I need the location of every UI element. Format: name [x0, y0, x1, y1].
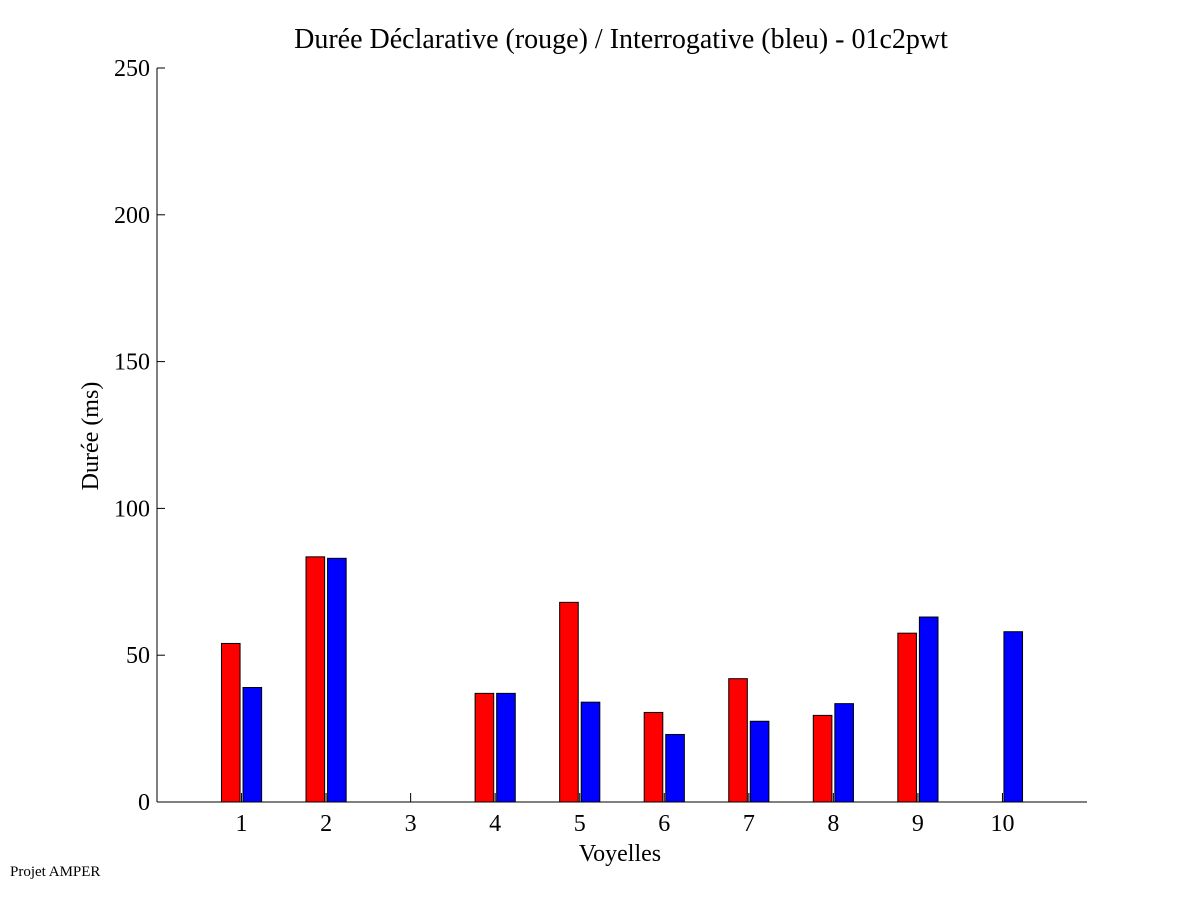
x-tick-label: 2 — [320, 811, 332, 837]
footer-credit: Projet AMPER — [10, 864, 101, 880]
bar — [834, 703, 854, 803]
bar — [496, 692, 516, 803]
bar — [643, 711, 664, 803]
ticks: 0 50 100 150 200 250 1 2 3 4 5 6 7 8 9 10 — [114, 56, 1014, 837]
bar — [1003, 631, 1024, 803]
bar — [918, 616, 939, 803]
y-axis-label: Durée (ms) — [78, 382, 104, 491]
x-axis-label: Voyelles — [579, 841, 661, 867]
x-tick-label: 4 — [489, 811, 501, 837]
bar — [305, 556, 326, 803]
y-tick-label: 100 — [114, 496, 150, 522]
bar — [559, 601, 579, 803]
x-tick-label: 5 — [574, 811, 586, 837]
bar — [220, 642, 241, 803]
bar — [242, 686, 263, 803]
x-tick-label: 1 — [236, 811, 248, 837]
chart-title: Durée Déclarative (rouge) / Interrogativ… — [294, 24, 948, 55]
bar — [749, 720, 770, 803]
x-tick-label: 3 — [405, 811, 417, 837]
bar — [897, 632, 917, 803]
x-tick-label: 6 — [658, 811, 670, 837]
x-tick-label: 7 — [743, 811, 755, 837]
bar — [812, 714, 833, 803]
x-tick-label: 8 — [827, 811, 839, 837]
bar — [580, 701, 601, 803]
y-tick-label: 50 — [126, 643, 150, 669]
y-tick-label: 200 — [114, 203, 150, 229]
axes — [156, 68, 1087, 803]
bar — [327, 557, 347, 803]
x-tick-label: 10 — [990, 811, 1014, 837]
y-tick-label: 0 — [138, 790, 150, 816]
x-tick-label: 9 — [912, 811, 924, 837]
y-tick-label: 250 — [114, 56, 150, 82]
bar — [728, 678, 748, 803]
y-tick-label: 150 — [114, 350, 150, 376]
bars — [220, 556, 1024, 803]
bar — [474, 692, 495, 803]
bar — [665, 733, 685, 803]
